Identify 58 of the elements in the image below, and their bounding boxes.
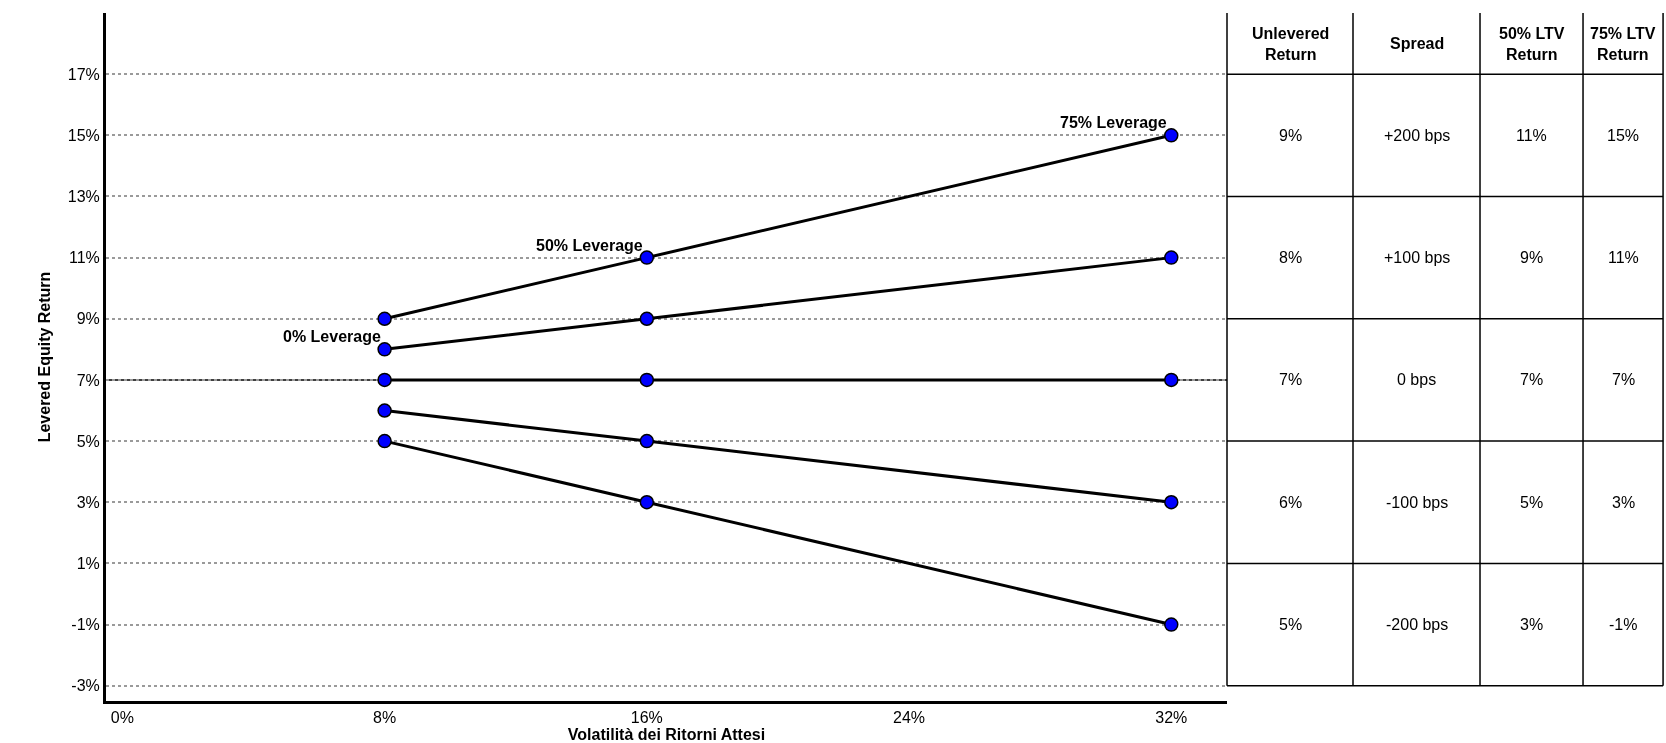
text: 11% — [1516, 127, 1547, 144]
text: 7% — [1520, 371, 1544, 388]
point — [1164, 128, 1179, 143]
text: +200 bps — [1384, 127, 1451, 144]
y-tick-label: 15% — [67, 126, 100, 144]
y-tick-label: 11% — [68, 249, 100, 267]
text: 9% — [1520, 249, 1544, 266]
y-tick-label: 9% — [76, 310, 100, 328]
y-tick-label: 1% — [76, 555, 100, 572]
y-tick-label: 7% — [76, 371, 100, 389]
point — [377, 403, 392, 418]
point — [639, 372, 655, 388]
y-tick-label: 17% — [67, 65, 100, 83]
text: 0 bps — [1397, 371, 1437, 388]
text: +100 bps — [1384, 249, 1451, 266]
text: 6% — [1279, 494, 1303, 511]
y-axis-title: Levered Equity Return — [35, 271, 53, 443]
point — [377, 433, 392, 449]
text: -100 bps — [1386, 494, 1449, 511]
point — [639, 311, 655, 327]
point — [1164, 372, 1179, 388]
y-tick-label: 5% — [76, 432, 100, 450]
x-tick-label: 32% — [1155, 709, 1188, 727]
text: 75% LTV Return — [1590, 25, 1656, 63]
point — [1164, 250, 1179, 265]
point — [1164, 494, 1179, 510]
y-tick-label: -3% — [71, 677, 100, 695]
x-axis-title: Volatilità dei Ritorni Attesi — [567, 726, 766, 743]
text: Spread — [1390, 35, 1445, 52]
y-tick-label: 13% — [67, 188, 100, 206]
text: 5% — [1520, 494, 1544, 511]
x-tick-label: 8% — [373, 709, 397, 727]
x-tick-label: 16% — [630, 709, 663, 727]
text: 3% — [1520, 616, 1544, 633]
text: -200 bps — [1386, 616, 1449, 633]
y-tick-label: 3% — [76, 493, 100, 511]
text: 15% — [1607, 127, 1640, 144]
text: 7% — [1612, 371, 1636, 388]
point — [639, 494, 655, 510]
point — [377, 311, 392, 327]
text: 7% — [1279, 371, 1303, 388]
point — [1164, 617, 1179, 632]
point — [377, 372, 392, 388]
annotation: 75% Leverage — [1060, 114, 1167, 131]
text: -1% — [1609, 616, 1638, 633]
point — [639, 433, 655, 449]
text: 3% — [1612, 494, 1636, 511]
y-tick-label: -1% — [71, 616, 100, 634]
x-tick-label: 0% — [110, 709, 134, 727]
annotation: 50% Leverage — [536, 237, 643, 254]
text: 9% — [1279, 127, 1303, 144]
annotation: 0% Leverage — [283, 328, 381, 345]
text: 11% — [1608, 249, 1639, 266]
x-tick-label: 24% — [893, 709, 926, 727]
text: 5% — [1279, 616, 1303, 633]
text: 8% — [1279, 249, 1303, 266]
text: 50% LTV Return — [1499, 25, 1565, 63]
text: Unlevered Return — [1252, 25, 1330, 63]
